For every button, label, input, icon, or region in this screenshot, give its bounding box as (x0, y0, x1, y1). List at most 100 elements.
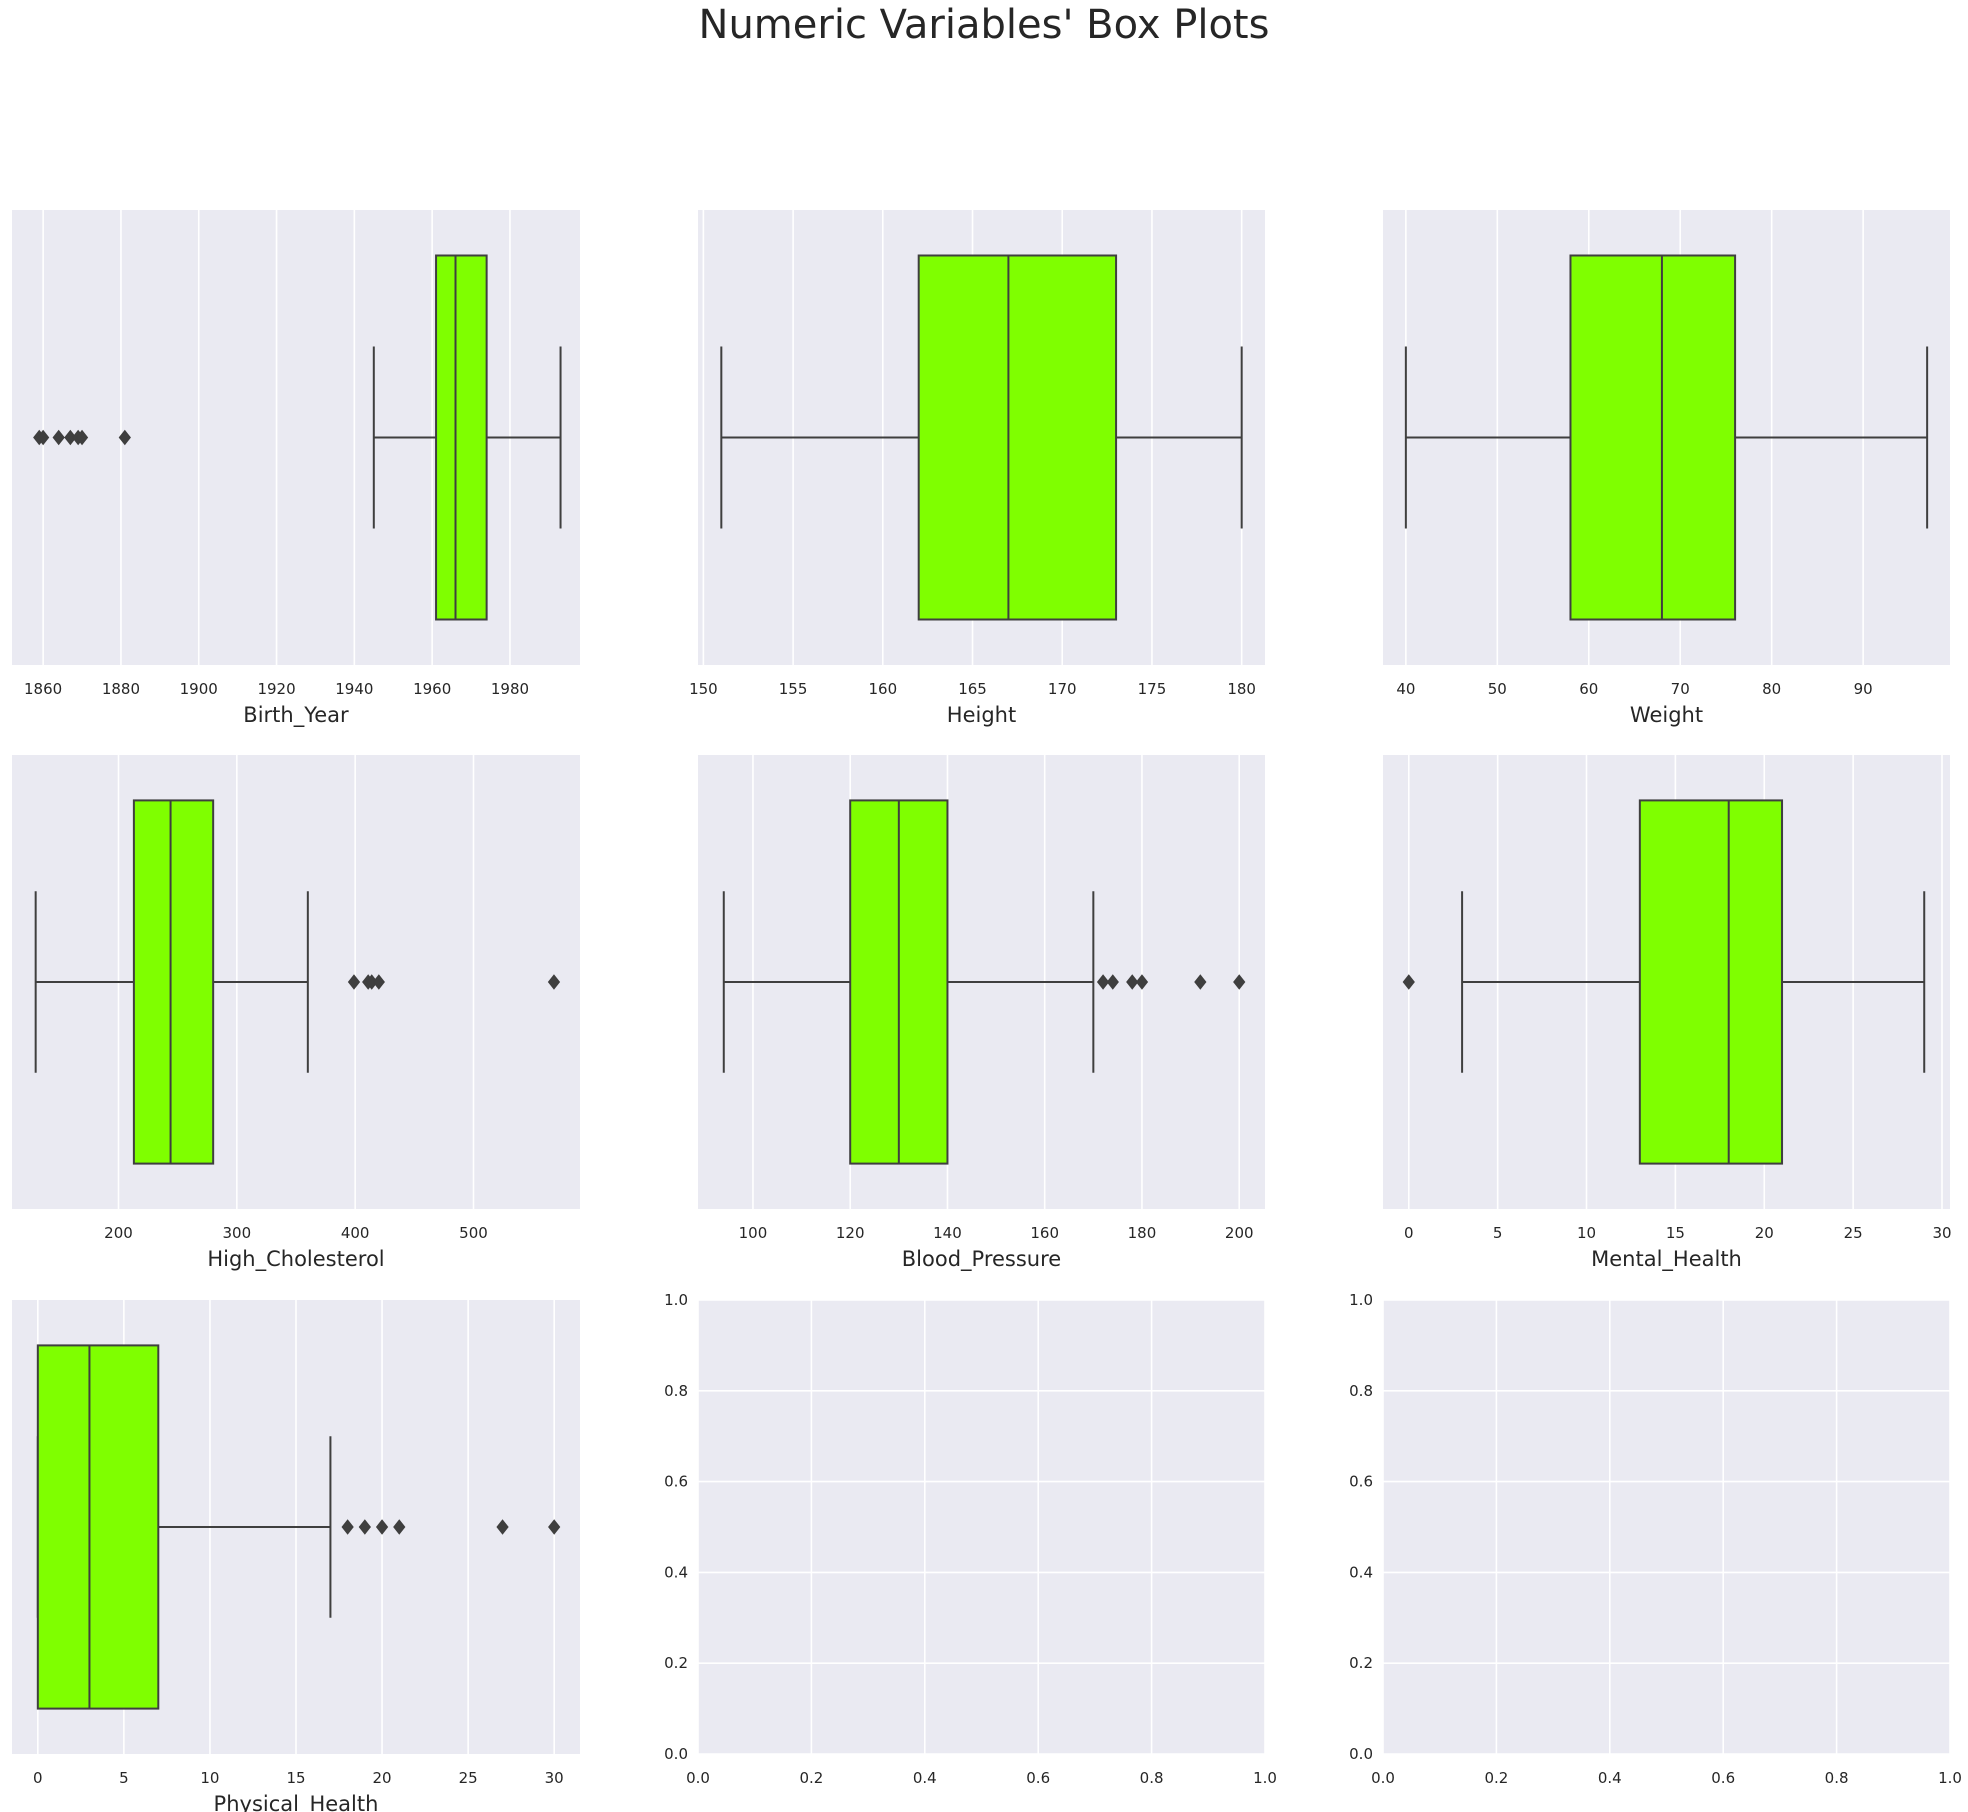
x-tick-label: 0.6 (1711, 1769, 1735, 1787)
x-tick-label: 25 (1844, 1224, 1863, 1242)
x-tick-label: 165 (958, 680, 987, 698)
x-tick-label: 0.2 (799, 1769, 823, 1787)
x-tick-label: 170 (1048, 680, 1077, 698)
axes-background (1383, 1300, 1950, 1754)
y-tick-label: 0.6 (664, 1473, 688, 1491)
y-tick-label: 0.8 (664, 1382, 688, 1400)
outlier-point (118, 429, 131, 446)
outlier-point (1194, 974, 1207, 990)
iqr-box (36, 1344, 160, 1710)
subplot-4: 200 300 400 500 High_Cholesterol (12, 755, 580, 1272)
y-tick-label: 0.6 (1349, 1473, 1373, 1491)
x-tick-label: 5 (119, 1769, 129, 1787)
y-tick-label: 0.4 (1349, 1563, 1373, 1581)
figure-title: Numeric Variables' Box Plots (698, 2, 1270, 48)
x-axis-label: Birth_Year (243, 703, 349, 728)
x-tick-label: 30 (1932, 1224, 1951, 1242)
axes-background (698, 1300, 1265, 1754)
outlier-point (36, 429, 50, 446)
x-tick-label: 70 (1671, 680, 1690, 698)
subplot-7: 0 5 10 15 20 25 30 Physical_Health (12, 1300, 580, 1812)
outlier-point (1126, 974, 1139, 990)
x-tick-label: 15 (286, 1769, 305, 1787)
x-tick-label: 20 (373, 1769, 392, 1787)
x-axis-label: Physical_Health (214, 1792, 379, 1812)
x-tick-label: 120 (836, 1224, 865, 1242)
outlier-point (1106, 974, 1119, 990)
x-tick-label: 60 (1579, 680, 1598, 698)
x-tick-label: 160 (868, 680, 897, 698)
x-tick-label: 180 (1227, 680, 1256, 698)
outlier-point (548, 1519, 561, 1535)
x-tick-label: 40 (1396, 680, 1415, 698)
x-tick-label: 0.8 (1140, 1769, 1164, 1787)
x-tick-label: 1980 (491, 680, 529, 698)
subplot-6: 0 5 10 15 20 25 30 Mental_Health (1383, 755, 1952, 1272)
subplot-5: 100 120 140 160 180 200 Blood_Pressure (698, 755, 1265, 1272)
outlier-point (547, 974, 561, 990)
x-axis-label: Weight (1630, 703, 1703, 727)
outlier-point (1402, 974, 1415, 990)
x-tick-label: 0 (33, 1769, 43, 1787)
x-tick-label: 155 (779, 680, 808, 698)
x-tick-label: 90 (1854, 680, 1873, 698)
outlier-point (75, 429, 89, 446)
x-tick-label: 30 (545, 1769, 564, 1787)
x-tick-label: 0.0 (686, 1769, 710, 1787)
x-tick-label: 10 (1577, 1224, 1596, 1242)
x-tick-label: 1860 (24, 680, 62, 698)
outlier-point (375, 1519, 389, 1535)
x-axis-label: Mental_Health (1591, 1247, 1742, 1272)
x-tick-label: 15 (1666, 1224, 1685, 1242)
x-tick-label: 25 (459, 1769, 478, 1787)
x-tick-label: 10 (200, 1769, 219, 1787)
subplot-3: 40 50 60 70 80 90 Weight (1383, 210, 1950, 727)
x-tick-label: 300 (223, 1224, 252, 1242)
outlier-point (496, 1519, 509, 1535)
subplot-1: 1860 1880 1900 1920 1940 1960 1980 Birth_Year (12, 210, 580, 728)
x-axis-label: Height (947, 703, 1016, 727)
y-tick-label: 0.2 (1349, 1654, 1373, 1672)
outlier-point (372, 974, 385, 990)
x-tick-label: 150 (689, 680, 718, 698)
x-tick-label: 50 (1488, 680, 1507, 698)
x-tick-label: 0.0 (1371, 1769, 1395, 1787)
subplot-8: 0.0 0.2 0.4 0.6 0.8 1.0 0.0 0.2 0.4 0.6 0.8 1.0 (664, 1291, 1277, 1787)
x-tick-label: 160 (1030, 1224, 1059, 1242)
iqr-box (917, 254, 1118, 621)
outlier-point (1233, 974, 1246, 990)
outlier-point (393, 1519, 406, 1535)
x-tick-label: 180 (1128, 1224, 1157, 1242)
x-tick-label: 1900 (180, 680, 218, 698)
x-tick-label: 0 (1404, 1224, 1414, 1242)
subplot-2: 150 155 160 165 170 175 180 Height (689, 210, 1265, 727)
iqr-box (132, 799, 215, 1165)
x-tick-label: 20 (1755, 1224, 1774, 1242)
x-tick-label: 1.0 (1938, 1769, 1962, 1787)
outlier-point (358, 1519, 371, 1535)
x-tick-label: 175 (1138, 680, 1167, 698)
iqr-box (1638, 799, 1784, 1165)
x-tick-label: 0.6 (1026, 1769, 1050, 1787)
y-tick-label: 0.0 (1349, 1745, 1373, 1763)
x-tick-label: 80 (1762, 680, 1781, 698)
x-axis-label: High_Cholesterol (207, 1247, 384, 1272)
y-tick-label: 1.0 (664, 1291, 688, 1309)
y-tick-label: 1.0 (1349, 1291, 1373, 1309)
x-tick-label: 200 (104, 1224, 133, 1242)
x-tick-label: 140 (933, 1224, 962, 1242)
x-tick-label: 0.4 (913, 1769, 937, 1787)
y-tick-label: 0.2 (664, 1654, 688, 1672)
iqr-box (1569, 254, 1737, 621)
iqr-box (435, 254, 488, 621)
subplot-9: 0.0 0.2 0.4 0.6 0.8 1.0 0.0 0.2 0.4 0.6 0.8 1.0 (1349, 1291, 1962, 1787)
x-tick-label: 5 (1493, 1224, 1503, 1242)
outlier-point (347, 974, 361, 990)
outlier-point (341, 1519, 354, 1535)
x-axis-label: Blood_Pressure (902, 1247, 1061, 1272)
y-tick-label: 0.0 (664, 1745, 688, 1763)
x-tick-label: 0.8 (1825, 1769, 1849, 1787)
x-tick-label: 100 (739, 1224, 768, 1242)
x-tick-label: 0.4 (1598, 1769, 1622, 1787)
